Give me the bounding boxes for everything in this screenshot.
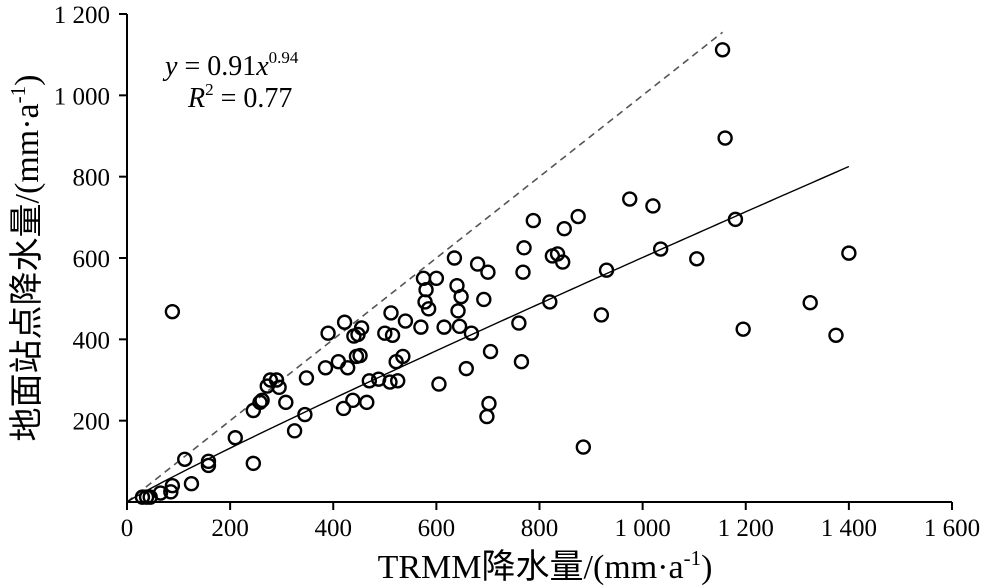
data-point: [451, 318, 468, 335]
fit-equation: y = 0.91x0.94: [162, 48, 299, 82]
y-tick-label: 200: [73, 409, 111, 436]
data-point: [395, 348, 411, 365]
data-point: [352, 347, 368, 364]
data-point: [453, 288, 469, 305]
x-tick-label: 1 000: [615, 515, 671, 542]
data-point: [735, 321, 751, 337]
data-point: [286, 423, 303, 439]
data-point: [458, 360, 474, 377]
data-point: [727, 211, 744, 228]
data-point: [345, 392, 361, 409]
data-point: [377, 325, 393, 341]
data-point: [513, 354, 530, 370]
data-point: [268, 372, 285, 388]
data-point: [359, 394, 375, 411]
data-point: [469, 256, 486, 272]
data-points: [134, 42, 857, 505]
data-point: [515, 264, 531, 280]
data-point: [330, 354, 347, 370]
data-point: [436, 319, 452, 335]
data-point: [593, 307, 610, 323]
data-point: [200, 453, 217, 470]
data-point: [245, 455, 262, 472]
data-point: [652, 241, 669, 257]
x-tick-label: 800: [521, 515, 559, 542]
data-point: [598, 262, 615, 278]
data-point: [516, 240, 532, 256]
x-tick-label: 0: [121, 515, 134, 542]
data-point: [479, 408, 495, 425]
data-point: [575, 439, 592, 455]
data-point: [802, 295, 818, 311]
ticks: 0 200 400 600 800 1 000 1 200 1 400 1 600 200 400 6…: [54, 2, 980, 542]
data-point: [164, 303, 181, 320]
x-tick-label: 1 200: [718, 515, 774, 542]
x-tick-label: 1 600: [924, 515, 980, 542]
data-point: [177, 451, 193, 467]
data-point: [511, 315, 527, 331]
x-tick-label: 400: [315, 515, 353, 542]
data-point: [525, 212, 542, 229]
data-point: [446, 250, 463, 266]
data-point: [297, 406, 313, 423]
data-point: [428, 270, 445, 287]
data-point: [254, 392, 270, 409]
data-point: [841, 245, 857, 261]
data-point: [431, 376, 447, 392]
data-point: [689, 251, 705, 267]
data-point: [252, 394, 268, 411]
y-tick-label: 600: [73, 246, 111, 273]
data-point: [556, 221, 572, 237]
data-point: [335, 400, 352, 417]
data-point: [163, 484, 179, 500]
data-point: [480, 264, 496, 280]
data-point: [278, 394, 294, 411]
data-point: [361, 373, 378, 389]
y-tick-label: 800: [73, 165, 111, 192]
y-tick-label: 1 000: [54, 83, 110, 110]
data-point: [382, 374, 398, 390]
y-tick-label: 1 200: [54, 2, 110, 29]
data-point: [383, 305, 399, 321]
data-point: [413, 319, 429, 335]
data-point: [164, 478, 181, 494]
data-point: [717, 130, 733, 146]
x-axis-label: TRMM降水量/(mm·a-1): [378, 546, 713, 586]
one-to-one-line: [126, 31, 724, 503]
data-point: [271, 379, 287, 396]
data-point: [183, 476, 200, 492]
data-point: [317, 360, 334, 376]
data-point: [418, 282, 434, 298]
r-squared: R2 = 0.77: [187, 80, 292, 114]
data-point: [152, 485, 169, 501]
data-point: [397, 313, 414, 329]
x-tick-label: 1 400: [821, 515, 877, 542]
data-point: [339, 360, 356, 376]
data-point: [463, 325, 480, 341]
x-tick-label: 600: [418, 515, 456, 542]
data-point: [298, 370, 315, 386]
data-point: [476, 291, 492, 308]
data-point: [353, 320, 370, 336]
data-point: [622, 191, 638, 207]
data-point: [227, 430, 243, 446]
data-point: [450, 303, 466, 319]
data-point: [645, 198, 661, 214]
data-point: [420, 301, 437, 317]
data-point: [336, 314, 353, 330]
data-point: [828, 327, 844, 343]
data-point: [320, 325, 336, 341]
data-point: [714, 42, 731, 58]
data-point: [390, 373, 406, 389]
data-point: [482, 343, 499, 360]
data-point: [542, 294, 558, 310]
y-axis-label: 地面站点降水量/(mm·a-1): [6, 75, 46, 442]
data-point: [384, 327, 401, 343]
y-tick-label: 400: [73, 327, 111, 354]
data-point: [555, 254, 571, 270]
data-point: [570, 208, 586, 225]
data-point: [481, 395, 497, 412]
x-tick-label: 200: [211, 515, 249, 542]
